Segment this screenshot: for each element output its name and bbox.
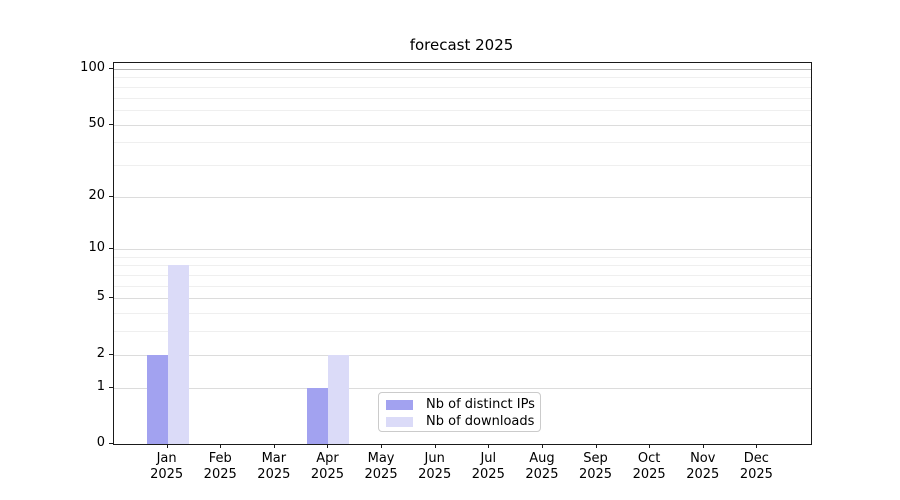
plot-area	[113, 62, 812, 445]
y-minor-gridline	[114, 331, 811, 333]
x-tick-mark	[702, 444, 704, 448]
y-minor-gridline	[114, 164, 811, 166]
chart-title: forecast 2025	[409, 36, 514, 54]
x-tick-label: Sep 2025	[578, 451, 613, 482]
y-gridline	[114, 196, 811, 198]
x-tick-label: May 2025	[364, 451, 398, 482]
x-tick-mark	[273, 444, 275, 448]
y-gridline	[114, 249, 811, 251]
x-tick-mark	[541, 444, 543, 448]
y-tick-mark	[109, 67, 113, 69]
downloads-bar-jan	[167, 265, 189, 444]
y-gridline	[114, 354, 811, 356]
y-tick-mark	[109, 353, 113, 355]
legend-item-label: Nb of downloads	[426, 414, 535, 429]
x-tick-label: Nov 2025	[686, 451, 720, 482]
x-tick-label: Jan 2025	[150, 451, 184, 482]
y-tick-label: 1	[96, 378, 105, 394]
y-tick-mark	[109, 123, 113, 125]
y-gridline	[114, 298, 811, 300]
y-minor-gridline	[114, 97, 811, 99]
y-gridline	[114, 68, 811, 70]
x-tick-mark	[327, 444, 329, 448]
y-minor-gridline	[114, 77, 811, 79]
y-minor-gridline	[114, 109, 811, 111]
legend: Nb of distinct IPs Nb of downloads	[378, 392, 541, 432]
x-tick-mark	[381, 444, 383, 448]
y-minor-gridline	[114, 313, 811, 315]
x-tick-label: Jun 2025	[418, 451, 452, 482]
legend-item-label: Nb of distinct IPs	[426, 397, 535, 412]
x-tick-label: Dec 2025	[739, 451, 773, 482]
y-tick-mark	[109, 297, 113, 299]
y-tick-mark	[109, 195, 113, 197]
y-tick-label: 100	[80, 59, 105, 75]
y-tick-mark	[109, 386, 113, 388]
y-minor-gridline	[114, 142, 811, 144]
y-tick-mark	[109, 443, 113, 444]
y-minor-gridline	[114, 285, 811, 287]
y-tick-label: 10	[88, 240, 105, 256]
x-tick-label: Jul 2025	[471, 451, 505, 482]
x-tick-label: Apr 2025	[310, 451, 344, 482]
y-minor-gridline	[114, 275, 811, 277]
legend-item: Nb of distinct IPs	[386, 397, 540, 413]
x-tick-mark	[595, 444, 597, 448]
x-tick-mark	[220, 444, 222, 448]
y-tick-label: 0	[96, 435, 105, 450]
y-tick-label: 50	[88, 115, 105, 131]
x-tick-label: Feb 2025	[203, 451, 237, 482]
ips-bar-apr	[307, 387, 329, 444]
ips-bar-jan	[146, 354, 168, 444]
y-minor-gridline	[114, 86, 811, 88]
legend-swatch	[386, 417, 413, 427]
y-gridline	[114, 387, 811, 389]
y-gridline	[114, 124, 811, 126]
legend-item: Nb of downloads	[386, 414, 540, 430]
x-tick-mark	[649, 444, 651, 448]
downloads-bar-apr	[328, 354, 350, 444]
x-tick-mark	[166, 444, 168, 448]
x-tick-mark	[434, 444, 436, 448]
y-tick-label: 20	[88, 187, 105, 203]
x-tick-label: Oct 2025	[632, 451, 666, 482]
x-tick-mark	[756, 444, 758, 448]
y-tick-mark	[109, 248, 113, 250]
y-minor-gridline	[114, 256, 811, 258]
legend-swatch	[386, 400, 413, 410]
x-tick-mark	[488, 444, 490, 448]
y-tick-label: 5	[96, 289, 105, 305]
x-tick-label: Aug 2025	[525, 451, 559, 482]
y-tick-label: 2	[96, 345, 105, 361]
y-minor-gridline	[114, 265, 811, 267]
x-tick-label: Mar 2025	[257, 451, 291, 482]
